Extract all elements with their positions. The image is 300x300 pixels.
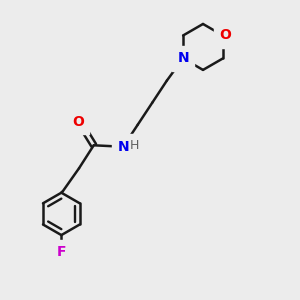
- Text: F: F: [57, 245, 66, 259]
- Text: O: O: [72, 115, 84, 129]
- Text: N: N: [117, 140, 129, 154]
- Text: H: H: [130, 139, 139, 152]
- Text: O: O: [219, 28, 231, 43]
- Text: N: N: [177, 51, 189, 65]
